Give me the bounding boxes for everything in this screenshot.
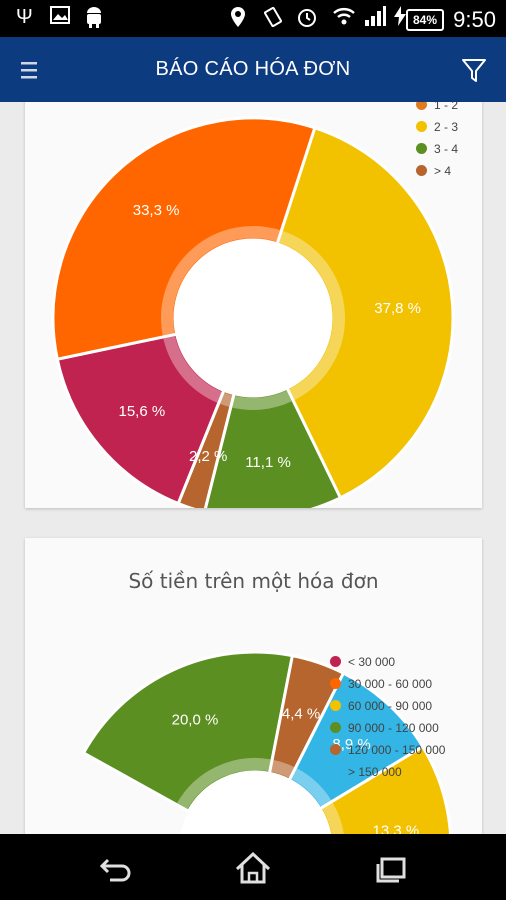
legend1-label-3: > 4 xyxy=(434,164,452,178)
chart1-data-label-1: 37,8 % xyxy=(374,300,421,317)
legend1-item-1: 2 - 3 xyxy=(416,120,458,134)
chart2-slice-rim-3 xyxy=(322,802,344,834)
legend1-item-0: 1 - 2 xyxy=(416,102,458,112)
legend2-label-3: 90 000 - 120 000 xyxy=(348,721,439,735)
legend1-item-2: 3 - 4 xyxy=(416,142,458,156)
legend2-label-0: < 30 000 xyxy=(348,655,396,669)
legend2-swatch-2 xyxy=(330,700,341,711)
legend2-item-4: 120 000 - 150 000 xyxy=(330,743,445,757)
report-content[interactable]: 37,8 % 11,1 % 2,2 % 15,6 % 33,3 % 1 - 2 2 - 3… xyxy=(0,102,506,834)
chart2-slice-rim-1 xyxy=(271,759,295,778)
chart-title-2: Số tiền trên một hóa đơn xyxy=(128,569,379,593)
chart1-center-hole xyxy=(175,240,331,396)
chart1-data-label-2: 11,1 % xyxy=(245,454,291,471)
legend2-swatch-5 xyxy=(330,766,341,777)
legend1-swatch-2 xyxy=(416,143,427,154)
clock: 9:50 xyxy=(453,7,496,32)
chart2-data-label-1: 4,4 % xyxy=(282,706,320,723)
chart1-slice-rim-3 xyxy=(220,392,233,407)
legend1-swatch-1 xyxy=(416,121,427,132)
legend2-item-2: 60 000 - 90 000 xyxy=(330,699,432,713)
legend2-item-3: 90 000 - 120 000 xyxy=(330,721,439,735)
chart1-slice-rim-5 xyxy=(161,226,280,336)
chart-card-1: 37,8 % 11,1 % 2,2 % 15,6 % 33,3 % 1 - 2 2 - 3… xyxy=(25,102,482,508)
signal-icon xyxy=(364,6,386,32)
chart2-data-label-2: 8,9 % xyxy=(332,736,370,753)
legend2-swatch-1 xyxy=(330,678,341,689)
chart2-slice-3[interactable] xyxy=(318,744,452,834)
legend2-item-5: > 150 000 xyxy=(330,765,402,779)
legend1-swatch-3 xyxy=(416,165,427,176)
legend1-label-2: 3 - 4 xyxy=(434,142,459,156)
chart2-center-hole xyxy=(180,772,330,834)
chart2-slice-0[interactable] xyxy=(81,650,295,814)
chart1-data-label-5: 33,3 % xyxy=(133,202,180,219)
status-bar: Ψ 84% 9:50 xyxy=(0,0,506,37)
navigation-bar xyxy=(0,834,506,900)
legend2-label-1: 30 000 - 60 000 xyxy=(348,677,433,691)
legend2-swatch-0 xyxy=(330,656,341,667)
filter-icon[interactable] xyxy=(460,55,488,85)
android-icon xyxy=(84,6,104,34)
legend2-label-5: > 150 000 xyxy=(348,765,402,779)
location-icon xyxy=(230,6,246,34)
wifi-icon xyxy=(332,6,356,32)
legend2-item-1: 30 000 - 60 000 xyxy=(330,677,432,691)
chart1-slice-rim-1 xyxy=(278,231,345,401)
image-icon xyxy=(50,6,70,30)
legend2-item-0: < 30 000 xyxy=(330,655,395,669)
chart1-data-label-4: 15,6 % xyxy=(119,403,166,420)
legend2-label-2: 60 000 - 90 000 xyxy=(348,699,433,713)
battery-indicator: 84% xyxy=(406,9,444,31)
legend1-label-1: 2 - 3 xyxy=(434,120,459,134)
chart1-data-label-3: 2,2 % xyxy=(189,448,227,465)
chart-card-2: Số tiền trên một hóa đơn 20,0 % 4,4 % 8,9 … xyxy=(25,538,482,834)
legend1-item-3: > 4 xyxy=(416,164,451,178)
legend1-label-0: 1 - 2 xyxy=(434,102,459,112)
home-button[interactable] xyxy=(223,844,283,890)
back-button[interactable] xyxy=(84,844,144,890)
legend1-swatch-0 xyxy=(416,102,427,110)
chart1-slice-rim-4 xyxy=(163,335,222,403)
donut-chart-1: 37,8 % 11,1 % 2,2 % 15,6 % 33,3 % xyxy=(51,116,455,508)
chart2-slice-rim-0 xyxy=(177,758,271,810)
chart2-data-label-3: 13,3 % xyxy=(373,822,420,834)
legend2-swatch-3 xyxy=(330,722,341,733)
app-bar: BÁO CÁO HÓA ĐƠN xyxy=(0,37,506,102)
legend2-label-4: 120 000 - 150 000 xyxy=(348,743,446,757)
usb-icon: Ψ xyxy=(16,6,33,28)
donut-chart-2: 20,0 % 4,4 % 8,9 % 13,3 % xyxy=(81,650,452,834)
rotate-icon xyxy=(262,6,284,34)
alarm-icon xyxy=(296,6,318,34)
chart2-data-label-0: 20,0 % xyxy=(172,711,219,728)
menu-icon[interactable] xyxy=(18,55,42,85)
legend2-swatch-4 xyxy=(330,744,341,755)
charging-icon xyxy=(393,6,407,32)
recent-apps-button[interactable] xyxy=(362,844,422,890)
page-title: BÁO CÁO HÓA ĐƠN xyxy=(155,58,351,80)
chart2-slice-rim-2 xyxy=(291,768,332,807)
chart1-slice-rim-2 xyxy=(232,390,292,410)
